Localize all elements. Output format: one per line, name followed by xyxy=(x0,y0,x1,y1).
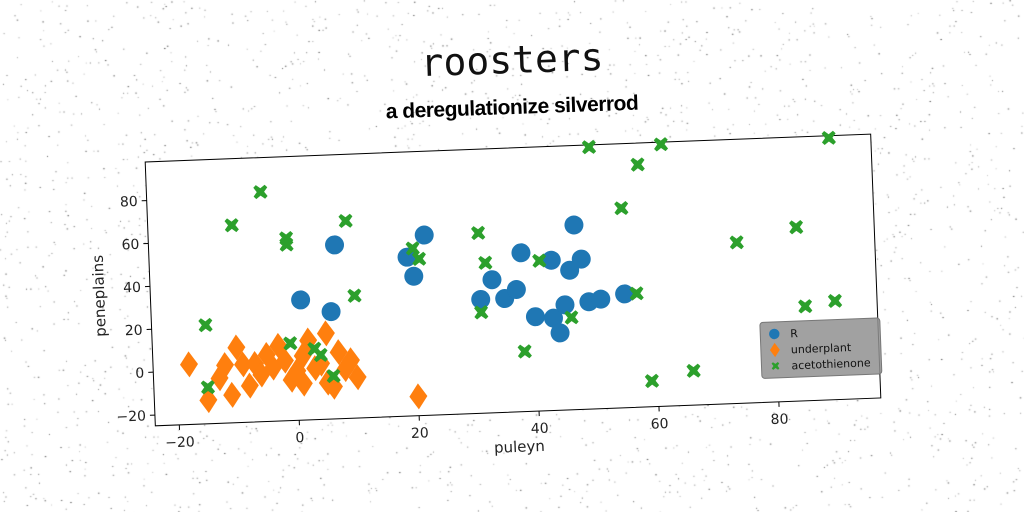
point-circle xyxy=(564,215,584,235)
point-diamond xyxy=(234,351,253,378)
point-x xyxy=(224,218,239,233)
point-x xyxy=(313,347,328,363)
x-tick-label: 60 xyxy=(650,416,668,433)
point-x xyxy=(474,305,489,320)
point-circle xyxy=(550,323,570,343)
legend-marker-circle xyxy=(769,328,780,340)
point-x xyxy=(581,139,597,155)
point-diamond xyxy=(329,339,348,366)
point-diamond xyxy=(275,347,294,374)
point-x xyxy=(198,317,213,333)
plot-area xyxy=(144,133,882,427)
point-diamond xyxy=(336,356,355,383)
legend-label: acetothienone xyxy=(791,356,871,372)
point-x xyxy=(405,241,420,256)
point-x xyxy=(200,380,216,395)
point-x xyxy=(279,237,294,252)
point-diamond xyxy=(293,342,312,369)
y-tick-label: 20 xyxy=(125,323,143,340)
point-x xyxy=(478,255,493,270)
point-circle xyxy=(591,289,611,309)
point-diamond xyxy=(316,320,335,347)
point-diamond xyxy=(252,361,271,388)
point-circle xyxy=(414,225,434,245)
legend-marker-diamond xyxy=(769,342,780,358)
point-x xyxy=(789,220,804,235)
x-tick-label: 0 xyxy=(295,430,305,446)
y-tick-label: 60 xyxy=(121,237,139,254)
point-diamond xyxy=(216,352,235,379)
point-x xyxy=(630,157,645,172)
point-circle xyxy=(543,308,563,328)
point-x xyxy=(338,213,353,229)
point-x xyxy=(798,299,813,314)
y-tick-label: 80 xyxy=(120,194,138,211)
point-x xyxy=(517,344,532,359)
point-diamond xyxy=(223,381,242,408)
point-x xyxy=(347,288,362,303)
point-x xyxy=(471,225,486,241)
y-tick-label: −20 xyxy=(116,408,146,425)
point-diamond xyxy=(180,351,198,378)
point-diamond xyxy=(409,383,428,410)
legend-box xyxy=(759,317,883,379)
y-tick-label: 40 xyxy=(123,280,141,297)
point-circle xyxy=(325,235,345,255)
point-x xyxy=(253,184,268,200)
y-tick-label: 0 xyxy=(135,366,145,382)
point-x xyxy=(821,130,836,146)
point-circle xyxy=(471,289,491,309)
point-diamond xyxy=(294,370,313,397)
point-circle xyxy=(555,295,575,315)
point-circle xyxy=(541,250,561,270)
point-diamond xyxy=(227,334,246,361)
legend-label: R xyxy=(790,327,798,340)
point-diamond xyxy=(348,364,367,391)
axis-ticks: −20 0 20 40 60 80 −20 0 20 40 60 80 xyxy=(116,194,789,451)
point-x xyxy=(532,253,547,268)
point-x xyxy=(629,286,644,301)
data-points xyxy=(180,130,843,414)
point-circle xyxy=(321,302,341,322)
point-x xyxy=(827,293,843,309)
point-circle xyxy=(615,284,635,304)
x-tick-label: 80 xyxy=(770,411,788,428)
point-circle xyxy=(404,266,424,286)
point-diamond xyxy=(264,354,283,381)
point-circle xyxy=(291,290,311,310)
point-x xyxy=(326,368,341,384)
x-tick-label: −20 xyxy=(165,434,195,451)
point-diamond xyxy=(240,372,259,399)
x-tick-label: 20 xyxy=(411,425,429,442)
legend-marker-x xyxy=(771,362,780,370)
point-x xyxy=(564,310,579,325)
point-circle xyxy=(571,249,591,269)
point-diamond xyxy=(282,366,301,393)
point-circle xyxy=(525,307,545,327)
point-x xyxy=(653,137,669,152)
point-x xyxy=(614,200,629,216)
x-tick-label: 40 xyxy=(531,421,549,438)
point-x xyxy=(644,373,660,389)
point-circle xyxy=(511,243,531,263)
legend-label: underplant xyxy=(791,341,852,356)
point-circle xyxy=(482,270,502,290)
point-x xyxy=(729,235,744,250)
point-x xyxy=(283,336,298,351)
y-axis-label: peneplains xyxy=(89,254,110,337)
point-diamond xyxy=(210,365,229,392)
point-diamond xyxy=(341,347,360,374)
x-axis-label: puleyn xyxy=(494,437,545,457)
point-x xyxy=(686,363,701,378)
point-circle xyxy=(506,279,526,299)
point-x xyxy=(411,251,427,267)
